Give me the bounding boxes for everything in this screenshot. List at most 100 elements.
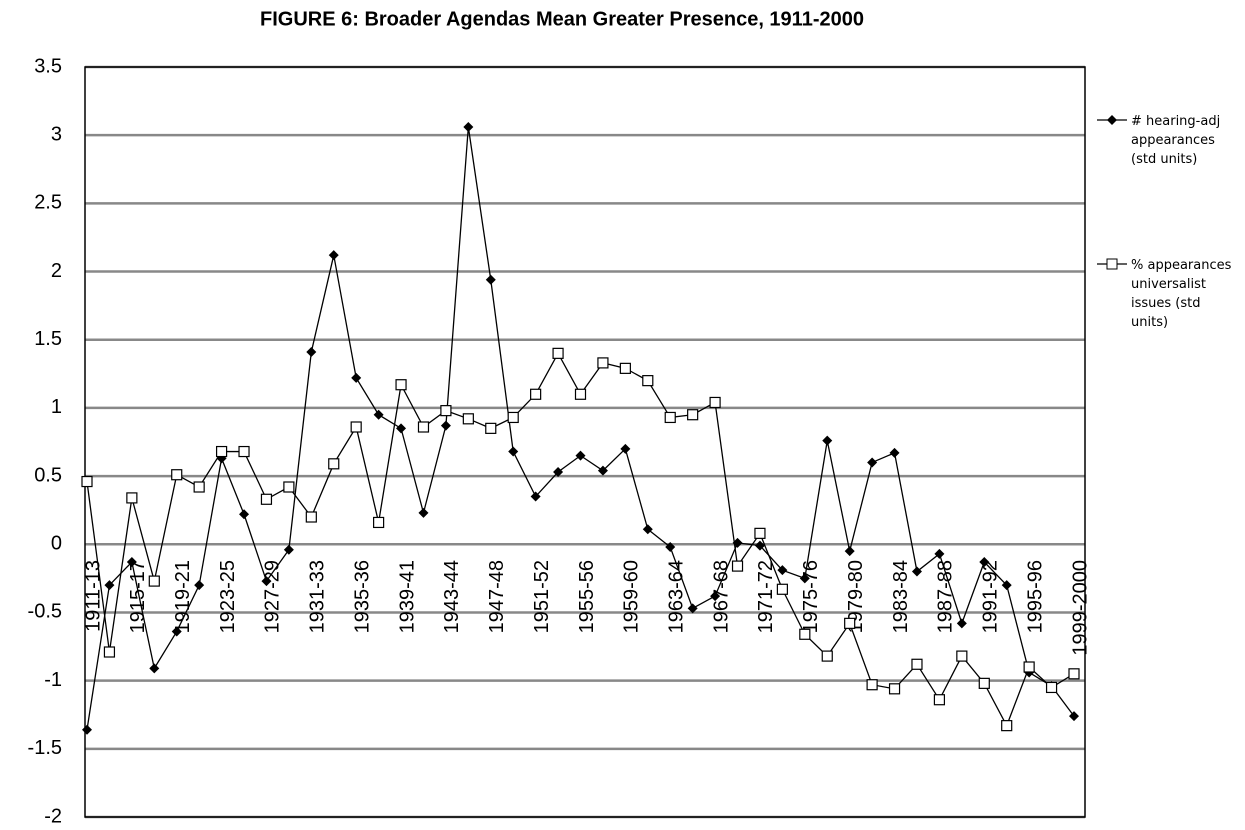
legend-marker <box>1106 258 1118 270</box>
x-tick-label: 1983-84 <box>890 560 912 633</box>
x-tick-label: 1935-36 <box>351 560 373 633</box>
point-marker <box>799 573 810 584</box>
point-marker <box>238 445 250 458</box>
point-marker <box>104 580 115 591</box>
x-tick-label: 1995-96 <box>1024 560 1046 633</box>
point-marker <box>777 565 788 576</box>
y-tick-label: 1.5 <box>34 328 62 350</box>
point-marker <box>440 420 451 431</box>
point-marker <box>171 626 182 637</box>
point-marker <box>776 583 788 595</box>
point-marker <box>81 475 93 488</box>
point-marker <box>82 724 92 735</box>
legend-label: % appearances universalist issues (std u… <box>1131 258 1232 330</box>
point-marker <box>933 694 946 706</box>
point-marker <box>328 458 340 470</box>
point-marker <box>821 650 833 662</box>
point-marker <box>417 421 430 433</box>
x-tick-label: 1971-72 <box>755 560 777 633</box>
point-marker <box>575 450 586 461</box>
x-tick-label: 1939-41 <box>396 560 418 633</box>
point-marker <box>1001 720 1013 732</box>
point-marker <box>665 542 676 552</box>
x-tick-label: 1919-21 <box>172 560 194 633</box>
point-marker <box>844 546 855 557</box>
point-marker <box>799 628 811 640</box>
x-tick-label: 1991-92 <box>980 560 1002 633</box>
point-marker <box>260 493 273 505</box>
point-marker <box>283 544 294 555</box>
point-marker <box>956 650 968 662</box>
point-marker <box>149 663 160 674</box>
point-marker <box>530 388 542 400</box>
point-marker <box>911 658 923 670</box>
point-marker <box>597 465 608 476</box>
point-marker <box>373 516 385 529</box>
point-marker <box>485 274 496 285</box>
point-marker <box>395 379 407 391</box>
x-tick-label: 1931-33 <box>307 560 329 633</box>
x-tick-label: 1947-48 <box>486 560 508 633</box>
point-marker <box>866 679 878 691</box>
point-marker <box>126 492 138 504</box>
x-tick-label: 1915-17 <box>127 560 149 633</box>
y-tick-label: 0 <box>51 533 62 555</box>
point-marker <box>530 491 541 502</box>
point-marker <box>103 646 116 658</box>
y-tick-label: 3 <box>51 123 62 145</box>
y-tick-label: 3.5 <box>34 55 62 77</box>
point-marker <box>351 372 362 383</box>
legend-label: # hearing-adj appearances (std units) <box>1131 114 1221 167</box>
point-marker <box>911 566 922 577</box>
point-marker <box>171 469 183 481</box>
point-marker <box>306 347 317 357</box>
y-tick-label: 2.5 <box>34 192 62 214</box>
point-marker <box>642 375 654 387</box>
point-marker <box>597 357 609 369</box>
point-marker <box>418 507 429 518</box>
x-tick-label: 1911-13 <box>82 560 104 632</box>
point-marker <box>305 511 317 523</box>
x-tick-label: 1963-64 <box>666 560 688 633</box>
point-marker <box>508 446 519 457</box>
point-marker <box>328 250 339 261</box>
y-tick-label: 2 <box>51 260 62 282</box>
point-marker <box>396 423 407 434</box>
point-marker <box>1069 711 1079 722</box>
x-tick-label: 1923-25 <box>217 560 239 633</box>
series-line <box>86 352 1075 728</box>
point-marker <box>239 509 250 520</box>
point-marker <box>1001 580 1012 591</box>
legend-marker <box>1107 115 1117 125</box>
point-marker <box>979 557 990 567</box>
point-marker <box>687 409 699 421</box>
chart-title: FIGURE 6: Broader Agendas Mean Greater P… <box>260 8 864 30</box>
x-tick-label: 1975-76 <box>800 560 822 633</box>
point-marker <box>709 396 721 409</box>
point-marker <box>1045 681 1058 694</box>
point-marker <box>888 683 901 695</box>
x-tick-label: 1955-56 <box>576 560 598 633</box>
point-marker <box>1068 668 1080 680</box>
point-marker <box>664 411 676 424</box>
point-marker <box>934 548 945 559</box>
point-marker <box>867 457 878 468</box>
y-tick-label: 1 <box>51 396 62 418</box>
point-marker <box>194 580 205 591</box>
point-marker <box>754 527 766 539</box>
point-marker <box>126 557 137 567</box>
point-marker <box>619 362 631 374</box>
point-marker <box>574 388 587 400</box>
point-marker <box>687 603 698 614</box>
x-tick-label: 1951-52 <box>531 560 553 633</box>
point-marker <box>553 467 564 477</box>
y-tick-label: -2 <box>44 805 62 827</box>
point-marker <box>731 560 744 572</box>
point-marker <box>978 677 990 689</box>
x-tick-label: 1943-44 <box>441 560 463 633</box>
point-marker <box>822 435 833 446</box>
y-tick-label: 0.5 <box>34 464 62 486</box>
series-line <box>86 126 1075 730</box>
x-tick-label: 1959-60 <box>621 560 643 633</box>
x-tick-label: 1999-2000 <box>1069 560 1091 656</box>
